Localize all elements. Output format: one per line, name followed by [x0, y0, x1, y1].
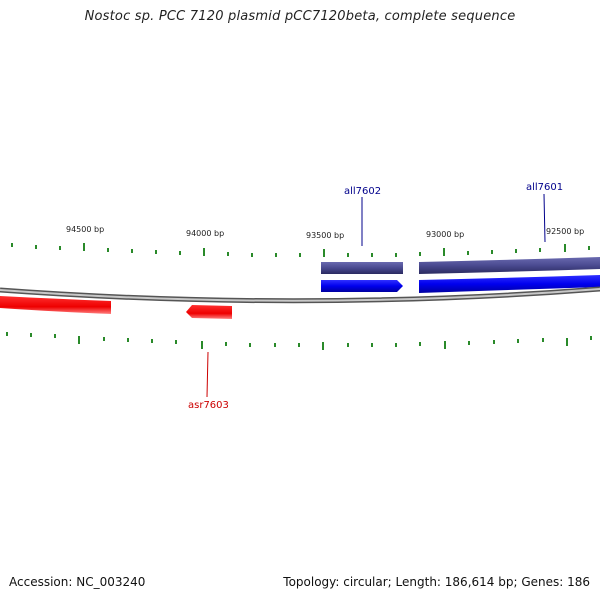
all7602-cds-bar[interactable]: [321, 262, 403, 274]
all7601-label[interactable]: all7601: [526, 182, 563, 193]
all7602-gene-arrow[interactable]: [321, 280, 403, 292]
scale-label-93500: 93500 bp: [306, 231, 344, 240]
lower-tick-track: [6, 332, 592, 350]
scale-label-93000: 93000 bp: [426, 230, 464, 239]
forward-gene-track: [321, 275, 600, 293]
summary-text: Topology: circular; Length: 186,614 bp; …: [283, 575, 590, 589]
all7602-label[interactable]: all7602: [344, 186, 381, 197]
accession-text: Accession: NC_003240: [9, 575, 146, 589]
asr7603-label[interactable]: asr7603: [188, 400, 229, 411]
map-title: Nostoc sp. PCC 7120 plasmid pCC7120beta,…: [84, 9, 516, 24]
forward-cds-track: [321, 257, 600, 274]
plasmid-backbone-highlight: [0, 288, 600, 302]
scale-label-94500: 94500 bp: [66, 225, 104, 234]
all7601-leader-line: [543, 193, 546, 243]
upper-tick-track: [11, 243, 590, 257]
reverse-gene-track: [0, 296, 232, 319]
upstream-reverse-gene[interactable]: [0, 296, 111, 314]
asr7603-gene-arrow[interactable]: [186, 305, 232, 319]
asr7603-leader-line: [206, 351, 209, 398]
all7601-cds-bar[interactable]: [419, 257, 600, 274]
scale-label-94000: 94000 bp: [186, 229, 224, 238]
all7601-gene-arrow[interactable]: [419, 275, 600, 293]
scale-label-92500: 92500 bp: [546, 227, 584, 236]
